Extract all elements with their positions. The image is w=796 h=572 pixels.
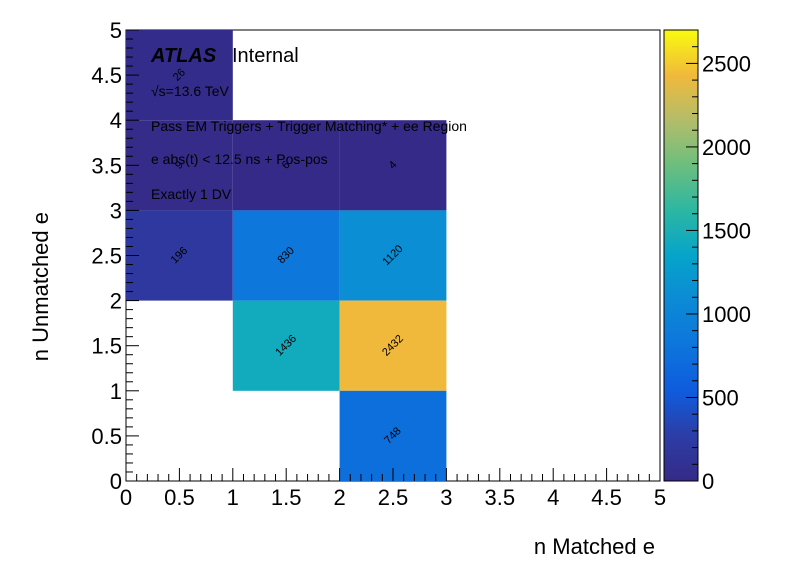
x-tick-label: 0 <box>120 485 132 510</box>
x-axis-ticks: 0 0.5 1 1.5 2 2.5 3 3.5 4 4.5 5 <box>120 468 666 510</box>
y-tick-label: 1 <box>110 379 122 404</box>
colorbar-ticks: 0 500 1000 1500 2000 2500 <box>686 46 751 494</box>
heatmap-cell <box>232 120 340 211</box>
colorbar-tick-label: 2000 <box>702 135 751 160</box>
heatmap-cell <box>339 300 447 391</box>
x-tick-label: 1.5 <box>271 485 302 510</box>
selection-line-3: Exactly 1 DV <box>151 186 232 202</box>
heatmap-cell <box>232 300 340 391</box>
heatmap-cell <box>232 210 340 301</box>
x-tick-label: 3.5 <box>485 485 516 510</box>
x-tick-label: 4 <box>547 485 559 510</box>
energy-label: √s=13.6 TeV <box>151 83 230 99</box>
x-axis-label: n Matched e <box>534 534 655 559</box>
x-tick-label: 5 <box>654 485 666 510</box>
y-tick-label: 4.5 <box>91 63 122 88</box>
y-tick-label: 0.5 <box>91 424 122 449</box>
y-tick-label: 5 <box>110 18 122 43</box>
colorbar <box>664 30 698 481</box>
atlas-label: ATLAS <box>150 45 217 67</box>
selection-line-1: Pass EM Triggers + Trigger Matching* + e… <box>151 118 467 134</box>
colorbar-tick-label: 500 <box>702 385 739 410</box>
colorbar-tick-label: 1500 <box>702 218 751 243</box>
heatmap-cell <box>126 30 233 121</box>
y-tick-label: 2.5 <box>91 244 122 269</box>
y-tick-label: 0 <box>110 469 122 494</box>
x-tick-label: 4.5 <box>591 485 622 510</box>
colorbar-tick-label: 2500 <box>702 51 751 76</box>
selection-line-2: e abs(t) < 12.5 ns + Pos-pos <box>151 151 328 167</box>
y-tick-label: 3 <box>110 198 122 223</box>
heatmap-cell <box>339 120 447 211</box>
y-tick-label: 3.5 <box>91 153 122 178</box>
x-tick-label: 1 <box>227 485 239 510</box>
x-tick-label: 3 <box>440 485 452 510</box>
colorbar-tick-label: 0 <box>702 469 714 494</box>
y-tick-label: 2 <box>110 289 122 314</box>
heatmap-cell <box>126 120 233 211</box>
x-tick-label: 2.5 <box>378 485 409 510</box>
x-tick-label: 0.5 <box>164 485 195 510</box>
heatmap-cell <box>339 210 447 301</box>
y-tick-label: 4 <box>110 108 122 133</box>
heatmap-cell <box>339 390 447 481</box>
internal-label: Internal <box>232 45 299 67</box>
heatmap-cell <box>126 210 233 301</box>
x-tick-label: 2 <box>333 485 345 510</box>
y-tick-label: 1.5 <box>91 334 122 359</box>
colorbar-tick-label: 1000 <box>702 302 751 327</box>
y-axis-ticks: 0 0.5 1 1.5 2 2.5 3 3.5 4 4.5 5 <box>91 18 139 494</box>
heatmap-cells <box>126 30 447 481</box>
colorbar-frame <box>663 29 699 482</box>
y-axis-label: n Unmatched e <box>28 212 53 361</box>
